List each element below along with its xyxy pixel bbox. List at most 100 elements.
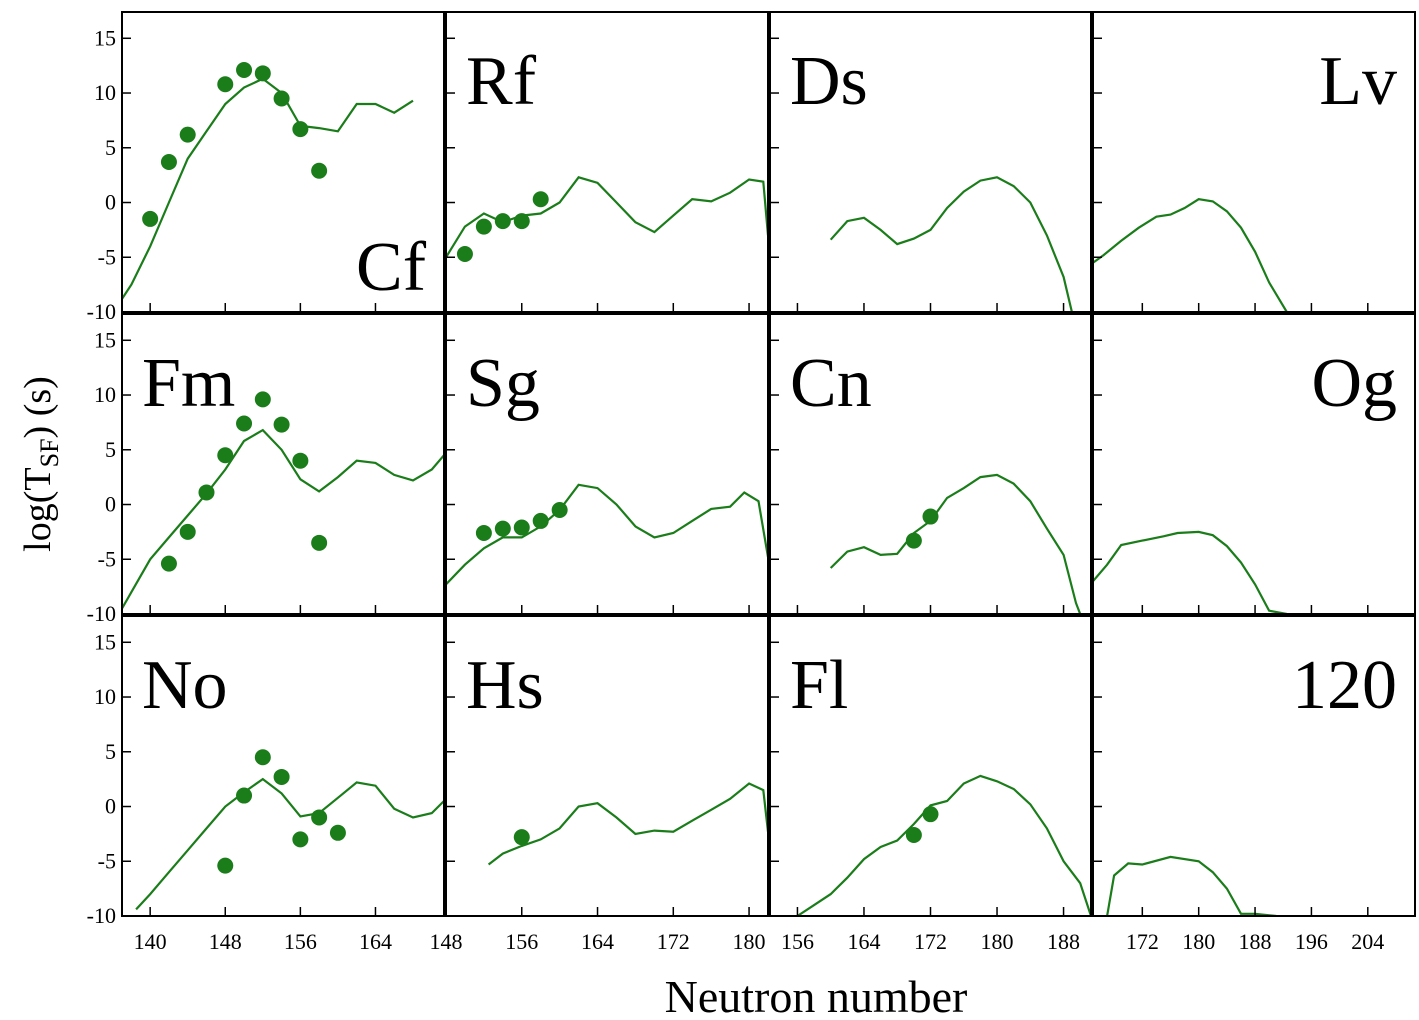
element-label: Og (1311, 345, 1397, 422)
x-tick-label: 164 (359, 929, 392, 954)
x-tick-label: 188 (1239, 929, 1272, 954)
model-line (446, 176, 768, 258)
y-tick-label: 15 (94, 25, 116, 50)
element-label: Rf (466, 43, 537, 120)
data-point (160, 555, 177, 572)
model-line (829, 473, 1082, 614)
y-tick-label: -10 (87, 601, 116, 626)
element-label: Hs (466, 647, 544, 724)
data-point (513, 829, 530, 846)
x-axis-label: Neutron number (665, 971, 968, 1020)
y-tick-label: 10 (94, 382, 116, 407)
element-label: Fm (142, 345, 235, 422)
element-label: Fl (790, 647, 848, 724)
y-tick-label: -5 (98, 244, 116, 269)
y-tick-label: 0 (105, 190, 116, 215)
data-point (456, 245, 473, 262)
x-tick-label: 156 (505, 929, 538, 954)
x-tick-label: 148 (430, 929, 463, 954)
y-tick-label: 10 (94, 684, 116, 709)
panel (1106, 855, 1277, 916)
panel-frame (1092, 615, 1416, 917)
element-label: Ds (790, 43, 868, 120)
data-point (217, 76, 234, 93)
panel (487, 782, 768, 866)
y-tick-label: 5 (105, 135, 116, 160)
panel-frame (445, 313, 769, 615)
data-point (905, 532, 922, 549)
data-point (254, 65, 271, 82)
model-line (829, 176, 1073, 312)
data-point (532, 512, 549, 529)
data-point (551, 501, 568, 518)
data-point (494, 213, 511, 230)
data-point (311, 809, 328, 826)
data-point (217, 447, 234, 464)
data-point (329, 824, 346, 841)
data-point (513, 519, 530, 536)
x-tick-label: 180 (981, 929, 1014, 954)
data-point (198, 484, 215, 501)
data-point (179, 126, 196, 143)
data-point (236, 62, 253, 79)
y-tick-label: 15 (94, 327, 116, 352)
element-label: Sg (466, 345, 540, 422)
element-label: Cf (356, 229, 427, 306)
panel-frame (121, 313, 445, 615)
element-label: 120 (1292, 647, 1397, 724)
panel (796, 774, 1091, 916)
model-line (446, 483, 768, 586)
y-axis-label-sub: SF (35, 438, 64, 467)
y-tick-label: -5 (98, 546, 116, 571)
x-tick-label: 204 (1351, 929, 1384, 954)
y-tick-label: 5 (105, 437, 116, 462)
x-tick-label: 180 (1182, 929, 1215, 954)
y-tick-label: 15 (94, 629, 116, 654)
data-point (160, 154, 177, 170)
data-point (292, 831, 309, 848)
data-point (475, 524, 492, 541)
model-line (796, 774, 1091, 916)
panel-frame (445, 11, 769, 313)
panel (1093, 530, 1288, 614)
data-point (254, 391, 271, 408)
x-tick-label: 172 (657, 929, 690, 954)
y-axis-label-tail: ) (s) (17, 376, 59, 438)
y-tick-label: -10 (87, 903, 116, 928)
data-point (179, 523, 196, 540)
data-point (273, 768, 290, 785)
x-tick-label: 172 (914, 929, 947, 954)
element-label: Cn (790, 345, 872, 422)
y-tick-label: 0 (105, 794, 116, 819)
data-point (311, 162, 328, 179)
y-tick-label: 10 (94, 80, 116, 105)
y-tick-label: 0 (105, 492, 116, 517)
data-point (236, 787, 253, 804)
data-point (217, 857, 234, 874)
data-point (311, 534, 328, 551)
y-axis-label-main: log(T (17, 467, 59, 551)
model-line (1093, 530, 1288, 614)
data-point (494, 520, 511, 537)
data-point (513, 213, 530, 230)
data-point (922, 508, 939, 525)
panel-frame (121, 615, 445, 917)
x-tick-label: 156 (781, 929, 814, 954)
x-tick-label: 148 (209, 929, 242, 954)
model-line (487, 782, 768, 866)
data-point (254, 749, 271, 766)
x-tick-label: 196 (1295, 929, 1328, 954)
x-tick-label: 140 (134, 929, 167, 954)
x-tick-label: 164 (581, 929, 614, 954)
x-tick-label: 164 (847, 929, 880, 954)
model-line (1106, 855, 1277, 916)
x-tick-label: 172 (1126, 929, 1159, 954)
y-tick-label: -5 (98, 848, 116, 873)
panel (446, 483, 768, 586)
x-tick-label: 180 (733, 929, 766, 954)
panel-frame (121, 11, 445, 313)
panel (446, 176, 768, 262)
data-point (292, 121, 309, 138)
panel-frame (1092, 11, 1416, 313)
